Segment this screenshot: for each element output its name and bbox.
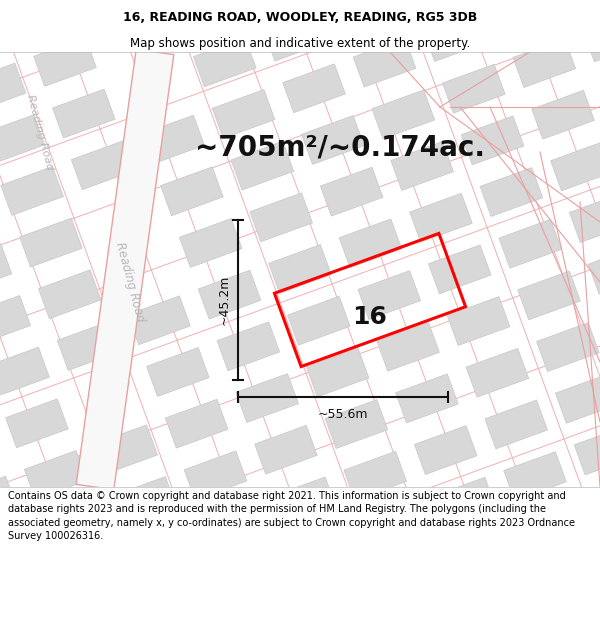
- Polygon shape: [250, 193, 313, 242]
- Text: 16, READING ROAD, WOODLEY, READING, RG5 3DB: 16, READING ROAD, WOODLEY, READING, RG5 …: [123, 11, 477, 24]
- Polygon shape: [142, 115, 205, 164]
- Polygon shape: [231, 141, 293, 190]
- Polygon shape: [410, 193, 472, 242]
- Text: Reading Road: Reading Road: [25, 93, 55, 171]
- Polygon shape: [433, 478, 496, 526]
- Polygon shape: [395, 374, 458, 423]
- Polygon shape: [339, 219, 402, 268]
- Polygon shape: [52, 89, 115, 138]
- Text: Reading Road: Reading Road: [113, 241, 147, 323]
- Polygon shape: [532, 90, 595, 139]
- Polygon shape: [536, 322, 599, 371]
- Polygon shape: [391, 142, 454, 191]
- Polygon shape: [588, 246, 600, 294]
- Polygon shape: [146, 348, 209, 396]
- Text: ~705m²/~0.174ac.: ~705m²/~0.174ac.: [195, 133, 485, 161]
- Polygon shape: [424, 12, 487, 61]
- Polygon shape: [166, 399, 228, 448]
- Polygon shape: [38, 270, 101, 319]
- Polygon shape: [503, 452, 566, 501]
- Polygon shape: [0, 476, 17, 525]
- Polygon shape: [0, 11, 7, 60]
- Polygon shape: [358, 271, 421, 319]
- Polygon shape: [113, 477, 176, 526]
- Polygon shape: [217, 322, 280, 371]
- Polygon shape: [344, 451, 407, 500]
- Polygon shape: [57, 321, 120, 371]
- Polygon shape: [25, 451, 87, 499]
- Polygon shape: [551, 142, 600, 191]
- Polygon shape: [320, 168, 383, 216]
- Text: Map shows position and indicative extent of the property.: Map shows position and indicative extent…: [130, 38, 470, 51]
- Polygon shape: [518, 271, 580, 320]
- Polygon shape: [593, 478, 600, 527]
- Polygon shape: [0, 244, 12, 292]
- Polygon shape: [372, 90, 434, 139]
- Polygon shape: [442, 64, 505, 113]
- Polygon shape: [179, 219, 242, 268]
- Polygon shape: [254, 425, 317, 474]
- Polygon shape: [5, 399, 68, 448]
- Polygon shape: [274, 477, 336, 526]
- Polygon shape: [161, 167, 223, 216]
- Polygon shape: [0, 63, 26, 112]
- Polygon shape: [236, 374, 298, 423]
- Polygon shape: [485, 400, 548, 449]
- Polygon shape: [287, 296, 350, 345]
- Polygon shape: [480, 168, 543, 216]
- Polygon shape: [461, 116, 524, 165]
- Polygon shape: [307, 348, 369, 397]
- Polygon shape: [466, 348, 529, 397]
- Polygon shape: [184, 451, 247, 500]
- Polygon shape: [499, 219, 562, 268]
- Polygon shape: [415, 426, 477, 474]
- Polygon shape: [325, 399, 388, 449]
- Polygon shape: [0, 296, 31, 344]
- Text: Contains OS data © Crown copyright and database right 2021. This information is : Contains OS data © Crown copyright and d…: [8, 491, 575, 541]
- Polygon shape: [302, 116, 364, 164]
- Polygon shape: [95, 425, 158, 474]
- Polygon shape: [1, 166, 64, 216]
- Polygon shape: [583, 13, 600, 62]
- Polygon shape: [269, 244, 331, 294]
- Polygon shape: [574, 426, 600, 475]
- Polygon shape: [193, 38, 256, 87]
- Polygon shape: [513, 39, 575, 88]
- Polygon shape: [556, 374, 600, 423]
- Polygon shape: [283, 64, 346, 112]
- Polygon shape: [0, 347, 49, 396]
- Polygon shape: [0, 115, 44, 164]
- Text: ~55.6m: ~55.6m: [318, 409, 368, 421]
- Polygon shape: [20, 218, 82, 267]
- Polygon shape: [428, 245, 491, 294]
- Text: ~45.2m: ~45.2m: [218, 275, 230, 325]
- Polygon shape: [71, 141, 134, 190]
- Polygon shape: [377, 322, 439, 371]
- Polygon shape: [353, 38, 416, 87]
- Polygon shape: [212, 89, 275, 138]
- Polygon shape: [198, 270, 261, 319]
- Polygon shape: [76, 49, 174, 489]
- Polygon shape: [34, 38, 97, 86]
- Polygon shape: [447, 297, 510, 346]
- Polygon shape: [569, 194, 600, 242]
- Polygon shape: [264, 12, 326, 61]
- Polygon shape: [128, 296, 190, 345]
- Text: 16: 16: [353, 305, 388, 329]
